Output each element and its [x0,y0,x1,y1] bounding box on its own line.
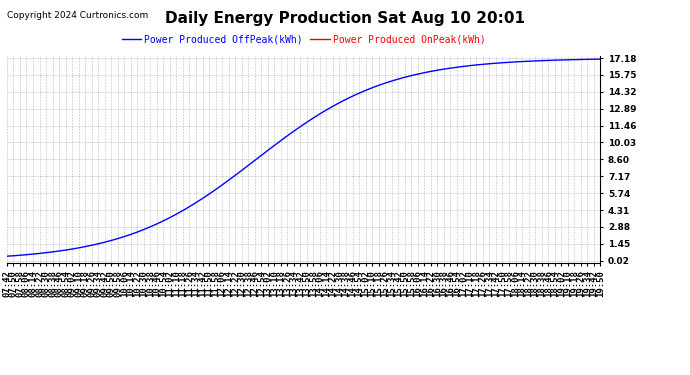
Power Produced OffPeak(kWh) [3,254,11,258]
Power Produced OffPeak(kWh) [355,91,363,96]
Line: Power Produced OffPeak(kWh): Power Produced OffPeak(kWh) [7,59,600,256]
Text: Copyright 2024 Curtronics.com: Copyright 2024 Curtronics.com [7,11,148,20]
Power Produced OffPeak(kWh) [498,60,506,65]
Power Produced OffPeak(kWh) [596,57,604,62]
Power Produced OffPeak(kWh) [440,67,448,71]
Power Produced OffPeak(kWh) [479,62,487,67]
Legend: Power Produced OffPeak(kWh), Power Produced OnPeak(kWh): Power Produced OffPeak(kWh), Power Produ… [121,34,486,44]
Power Produced OffPeak(kWh) [466,63,474,68]
Power Produced OffPeak(kWh) [472,63,480,67]
Text: Daily Energy Production Sat Aug 10 20:01: Daily Energy Production Sat Aug 10 20:01 [165,11,525,26]
